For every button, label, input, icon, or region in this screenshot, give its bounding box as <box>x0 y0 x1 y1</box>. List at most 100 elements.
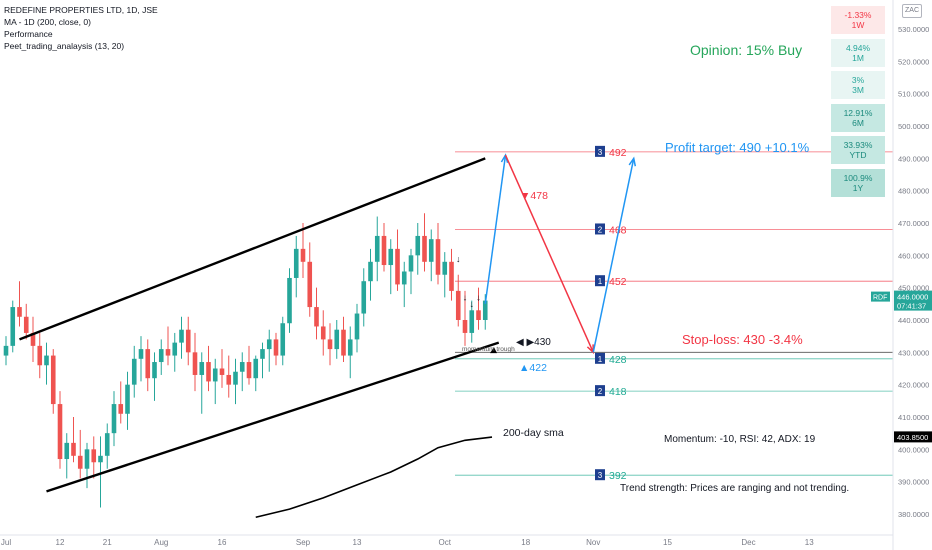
signal-arrow-marker: ↓ <box>470 299 475 309</box>
level-value-label: 418 <box>609 386 627 398</box>
trough-marker <box>490 347 497 354</box>
candle-body <box>118 404 124 414</box>
projection-rebound-arrow-head <box>628 156 637 167</box>
performance-cell-1y: 100.9% 1Y <box>831 168 885 197</box>
candle-body <box>428 239 434 262</box>
indicator-ma[interactable]: MA - 1D (200, close, 0) <box>4 17 91 27</box>
projection-rise-arrow <box>484 154 507 304</box>
candle-body <box>455 290 461 320</box>
performance-period: YTD <box>849 150 867 160</box>
symbol-badge: RDF <box>873 295 887 302</box>
level-value-label: 428 <box>609 354 627 366</box>
candle-body <box>158 349 164 363</box>
x-tick-label: Nov <box>586 538 600 547</box>
sma-label: 200-day sma <box>503 427 564 439</box>
candle-body <box>246 362 252 379</box>
performance-value: 100.9% <box>843 172 873 183</box>
x-tick-label: Oct <box>439 538 452 547</box>
performance-period: 1Y <box>852 182 864 193</box>
candle-body <box>17 307 22 317</box>
performance-period: 1M <box>852 52 864 63</box>
performance-cell-6m: 12.91% 6M <box>831 103 885 132</box>
performance-value: 33.93% <box>843 140 873 150</box>
candle-body <box>347 339 353 356</box>
y-tick-label: 520.0000 <box>898 57 929 66</box>
performance-value: 3% <box>851 75 865 85</box>
level-marker-number: 1 <box>598 355 603 364</box>
candle-body <box>111 404 117 434</box>
currency-badge[interactable]: ZAC <box>902 4 922 18</box>
x-tick-label: Jul <box>1 538 11 547</box>
candle-body <box>401 271 407 285</box>
candle-body <box>50 355 56 405</box>
candle-body <box>145 349 151 379</box>
x-tick-label: 16 <box>218 538 227 547</box>
level-value-label: 392 <box>609 470 627 482</box>
level-value-label: 452 <box>609 276 627 288</box>
performance-value: 4.94% <box>845 42 871 53</box>
analysis-drawings: ↓↓↓↓ <box>19 153 637 493</box>
x-tick-label: 13 <box>805 538 814 547</box>
candle-body <box>44 355 49 366</box>
trend-strength-readout: Trend strength: Prices are ranging and n… <box>620 483 849 494</box>
indicator-performance[interactable]: Performance <box>4 29 53 39</box>
chart-legend[interactable]: REDEFINE PROPERTIES LTD, 1D, JSE MA - 1D… <box>4 4 158 52</box>
candle-body <box>442 261 448 275</box>
candle-body <box>374 235 380 262</box>
y-tick-label: 450.0000 <box>898 284 929 293</box>
channel-lower-line <box>46 341 500 493</box>
candle-body <box>64 442 70 460</box>
candle-body <box>469 310 475 333</box>
opinion-label: Opinion: 15% Buy <box>690 42 802 58</box>
candle-body <box>334 329 340 350</box>
performance-cell-1w: -1.33% 1W <box>831 6 885 34</box>
y-tick-label: 440.0000 <box>898 316 929 325</box>
candle-body <box>422 235 427 262</box>
level-marker <box>595 275 605 287</box>
candle-body <box>192 352 198 375</box>
candle-body <box>165 349 171 356</box>
sma-value-tag: 403.8500 <box>897 433 928 442</box>
candle-body <box>368 261 373 282</box>
y-tick-label: 460.0000 <box>898 251 929 260</box>
candle-body <box>138 349 144 359</box>
y-tick-label: 430.0000 <box>898 348 929 357</box>
candle-body <box>226 374 232 385</box>
candle-body <box>395 248 400 285</box>
level-marker <box>595 385 605 397</box>
candle-body <box>449 261 454 291</box>
level-marker <box>595 223 605 235</box>
y-tick-label: 400.0000 <box>898 445 929 454</box>
candle-body <box>408 255 414 272</box>
candle-body <box>273 339 279 356</box>
candle-body <box>287 277 292 324</box>
performance-value: 12.91% <box>843 107 873 118</box>
x-tick-label: Sep <box>296 538 311 547</box>
candle-body <box>131 358 137 385</box>
signal-arrow-marker: ↓ <box>463 293 468 303</box>
candle-body <box>320 326 326 340</box>
candle-body <box>381 235 387 266</box>
candle-body <box>266 339 272 350</box>
level-marker-number: 3 <box>598 148 603 157</box>
profit-target-label: Profit target: 490 +10.1% <box>665 140 810 155</box>
candle-body <box>10 307 16 346</box>
y-tick-label: 380.0000 <box>898 510 929 519</box>
candle-body <box>260 349 265 359</box>
candle-body <box>482 300 488 320</box>
y-tick-label: 490.0000 <box>898 154 929 163</box>
candle-body <box>91 449 97 463</box>
x-tick-label: 13 <box>353 538 362 547</box>
level-value-label: 468 <box>609 224 627 236</box>
candle-body <box>293 248 299 278</box>
candle-body <box>280 323 286 356</box>
momentum-readout: Momentum: -10, RSI: 42, ADX: 19 <box>664 434 816 445</box>
performance-period: 1W <box>851 20 865 30</box>
candle-body <box>77 455 83 469</box>
candle-body <box>314 307 319 327</box>
indicator-peet[interactable]: Peet_trading_analaysis (13, 20) <box>4 41 125 51</box>
last-price-tag: 446.0000 <box>897 293 928 302</box>
performance-cell-ytd: 33.93% YTD <box>831 136 885 164</box>
